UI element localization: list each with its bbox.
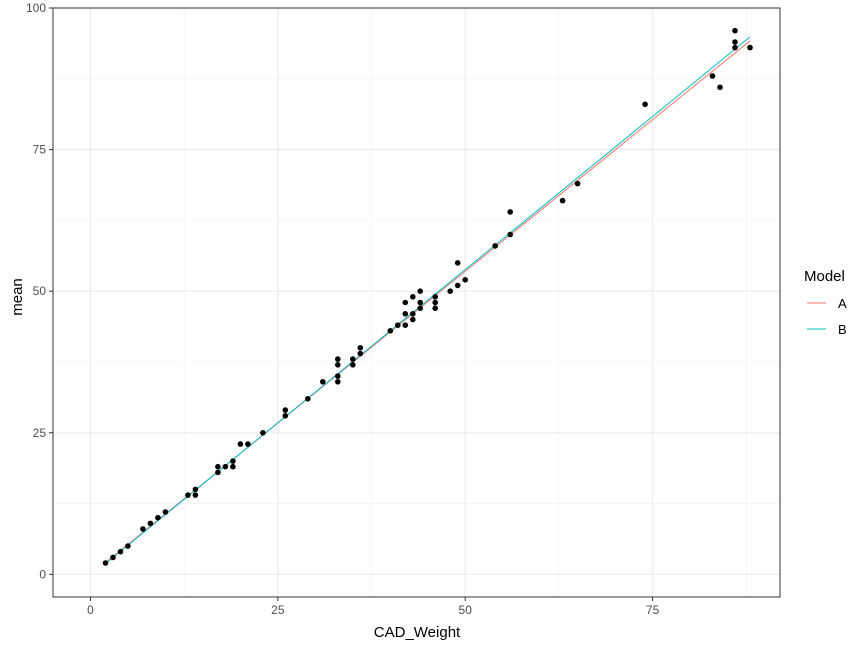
y-axis-ticks: 0 25 50 75 100 [26,1,53,581]
data-point [245,441,251,447]
data-point [462,277,469,283]
x-tick-label: 0 [87,603,94,617]
data-point [574,180,581,187]
data-point [335,379,341,385]
y-tick-label: 25 [33,426,47,440]
data-point [260,430,266,436]
data-point [230,463,236,470]
y-tick-label: 0 [39,567,46,581]
data-point [305,396,311,402]
data-point [492,243,499,249]
data-point [125,543,131,549]
data-point [320,379,326,385]
data-point [282,413,289,419]
data-point [140,526,146,532]
data-point [432,305,439,312]
data-point [402,299,409,306]
x-tick-label: 25 [271,603,285,617]
data-point [732,39,738,45]
legend-label-A: A [838,296,847,311]
data-point [110,554,116,561]
data-point [222,463,229,470]
series-line-B [105,36,751,564]
x-tick-label: 75 [646,603,660,617]
data-point [747,44,753,51]
panel-border [52,7,781,598]
data-point [147,520,154,527]
y-axis-title: mean [9,278,26,316]
data-point [417,299,424,306]
y-tick-label: 100 [26,1,46,15]
data-point [432,299,439,306]
data-point [117,548,124,555]
data-point [350,362,356,368]
data-point [215,469,221,476]
data-point [717,84,723,91]
data-point [155,514,161,521]
data-point [102,560,109,566]
x-tick-label: 50 [459,603,473,617]
data-point [410,316,416,323]
data-point [454,260,461,266]
data-point [335,362,341,368]
data-point [642,101,648,108]
data-point [162,509,169,515]
data-point [432,294,439,300]
data-points [102,27,753,566]
data-point [732,44,738,51]
legend: Model AB [804,268,847,337]
legend-label-B: B [838,322,847,337]
data-point [402,322,409,329]
data-point [417,288,424,295]
data-point [417,305,424,312]
y-tick-label: 75 [33,143,47,157]
data-point [335,373,341,379]
data-point [732,27,738,34]
data-point [410,311,416,317]
data-point [357,345,364,351]
data-point [237,441,244,447]
data-point [357,350,364,357]
x-axis-ticks: 0 25 50 75 [87,597,660,617]
data-point [395,322,401,329]
data-point [282,407,289,413]
data-point [192,486,199,493]
data-point [335,356,341,362]
data-point [507,209,513,215]
series-lines [105,36,751,564]
y-tick-label: 50 [33,284,47,298]
data-point [230,458,236,464]
data-point [350,356,356,362]
data-point [402,311,409,317]
data-point [410,294,416,300]
data-point [387,328,394,334]
data-point [447,288,454,295]
data-point [215,463,221,470]
data-point [185,492,191,498]
data-point [559,197,566,204]
legend-title: Model [804,268,845,285]
minor-gridlines [53,8,780,597]
data-point [454,282,461,289]
x-axis-title: CAD_Weight [374,624,461,641]
data-point [709,73,716,79]
data-point [192,492,199,498]
data-point [507,231,513,238]
